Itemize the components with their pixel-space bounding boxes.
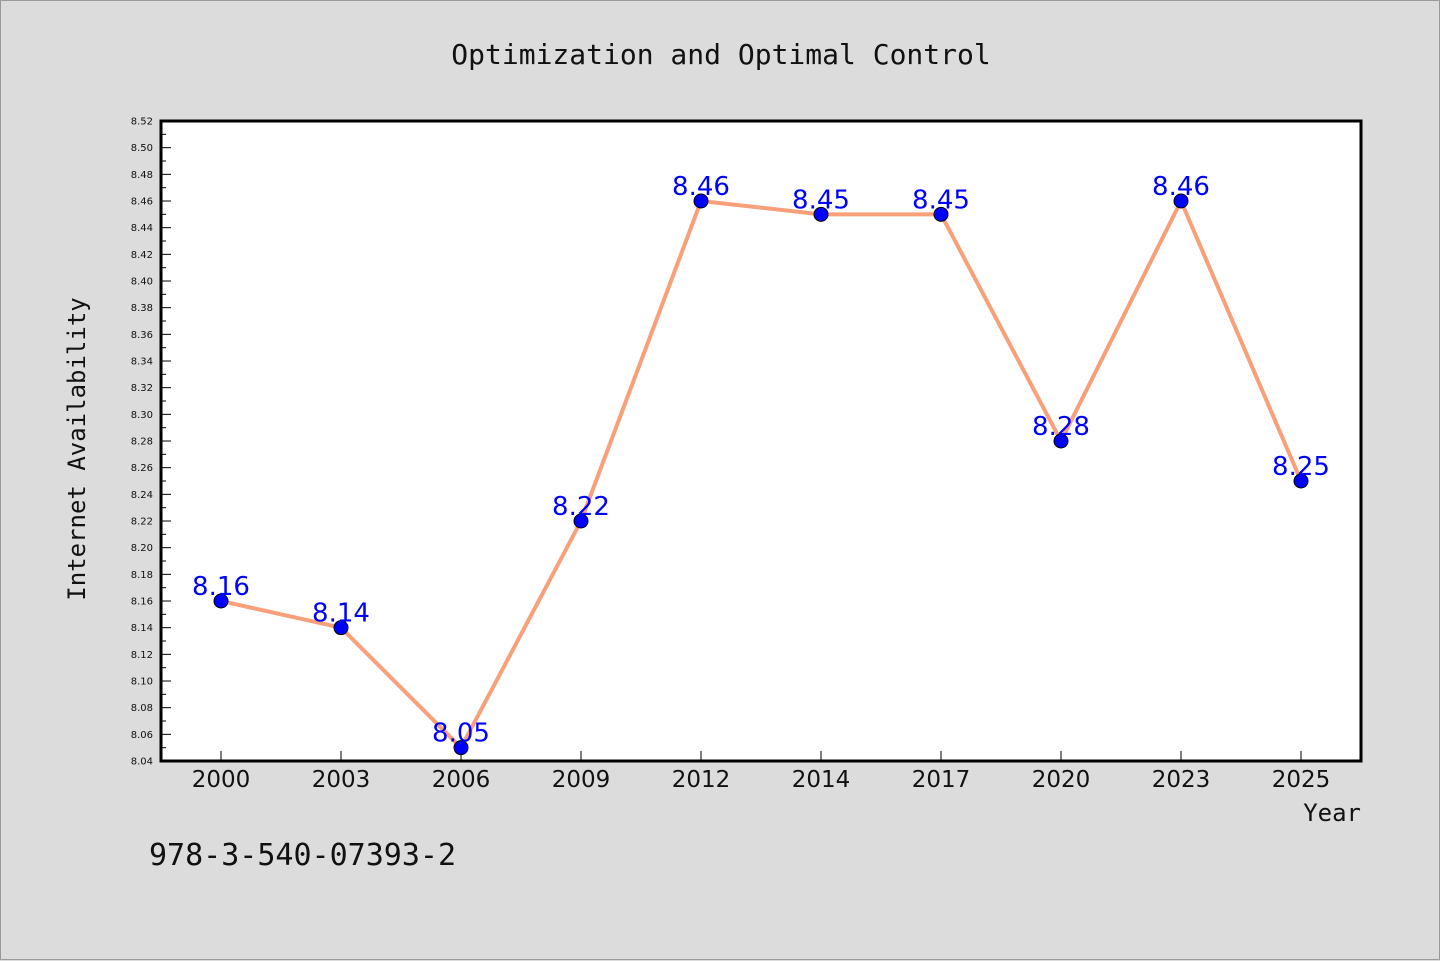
data-label: 8.45 [792, 185, 850, 215]
x-tick-label: 2000 [192, 767, 251, 793]
data-point [1173, 193, 1189, 209]
data-point [333, 620, 349, 636]
data-label: 8.22 [552, 492, 610, 522]
x-tick-label: 2006 [432, 767, 491, 793]
y-tick-label: 8.16 [131, 597, 153, 608]
x-tick-label: 2009 [552, 767, 611, 793]
x-tick-label: 2014 [792, 767, 851, 793]
x-tick-label: 2003 [312, 767, 371, 793]
data-point [1053, 433, 1069, 449]
y-tick-label: 8.12 [131, 650, 153, 661]
series-group: 8.16 8.14 8.05 8.22 8.46 8.45 8.45 8.28 8.46 8.25 [192, 172, 1330, 756]
y-tick-label: 8.46 [131, 197, 153, 208]
data-label: 8.46 [1152, 172, 1210, 202]
x-tick-label: 2012 [672, 767, 731, 793]
y-tick-label: 8.38 [131, 303, 153, 314]
series-line [220, 199, 1303, 750]
data-label: 8.45 [912, 185, 970, 215]
data-point [213, 593, 229, 609]
y-tick-label: 8.06 [131, 730, 153, 741]
data-label: 8.14 [312, 599, 370, 629]
data-point [573, 513, 589, 529]
x-tick-label: 2025 [1272, 767, 1331, 793]
y-tick-label: 8.08 [131, 703, 153, 714]
plot-area [159, 119, 1363, 763]
y-tick-label: 8.44 [131, 223, 153, 234]
y-tick-label: 8.52 [131, 117, 153, 128]
chart-title: Optimization and Optimal Control [451, 38, 990, 71]
x-axis: 2000 2003 2006 2009 2012 2014 2017 2020 2023 2025 [192, 751, 1331, 793]
x-tick-label: 2023 [1152, 767, 1211, 793]
y-tick-label: 8.10 [131, 677, 153, 688]
footer-isbn: 978-3-540-07393-2 [149, 838, 456, 873]
data-point [813, 206, 829, 222]
data-label: 8.16 [192, 572, 250, 602]
y-tick-label: 8.50 [131, 143, 153, 154]
data-point [693, 193, 709, 209]
data-point [1293, 473, 1309, 489]
data-label: 8.25 [1272, 452, 1330, 482]
y-tick-label: 8.18 [131, 570, 153, 581]
y-tick-label: 8.34 [131, 357, 153, 368]
y-tick-label: 8.22 [131, 517, 153, 528]
y-tick-label: 8.20 [131, 543, 153, 554]
y-tick-label: 8.40 [131, 277, 153, 288]
y-tick-label: 8.42 [131, 250, 153, 261]
y-tick-label: 8.30 [131, 410, 153, 421]
data-label: 8.46 [672, 172, 730, 202]
y-tick-label: 8.14 [131, 623, 153, 634]
y-tick-label: 8.28 [131, 437, 153, 448]
y-axis: 8.04 8.06 8.08 8.10 8.12 8.14 8.16 8.18 8.20 8.22… [131, 117, 171, 768]
data-point [933, 206, 949, 222]
data-point [453, 740, 469, 756]
x-tick-label: 2017 [912, 767, 971, 793]
x-tick-label: 2020 [1032, 767, 1091, 793]
y-tick-label: 8.04 [131, 757, 153, 768]
y-tick-label: 8.32 [131, 383, 153, 394]
x-axis-label: Year [1303, 799, 1361, 827]
data-label: 8.05 [432, 719, 490, 749]
y-tick-label: 8.26 [131, 463, 153, 474]
y-tick-label: 8.36 [131, 330, 153, 341]
data-label: 8.28 [1032, 412, 1090, 442]
y-tick-label: 8.24 [131, 490, 153, 501]
y-tick-label: 8.48 [131, 170, 153, 181]
y-axis-label: Internet Availability [63, 297, 91, 600]
